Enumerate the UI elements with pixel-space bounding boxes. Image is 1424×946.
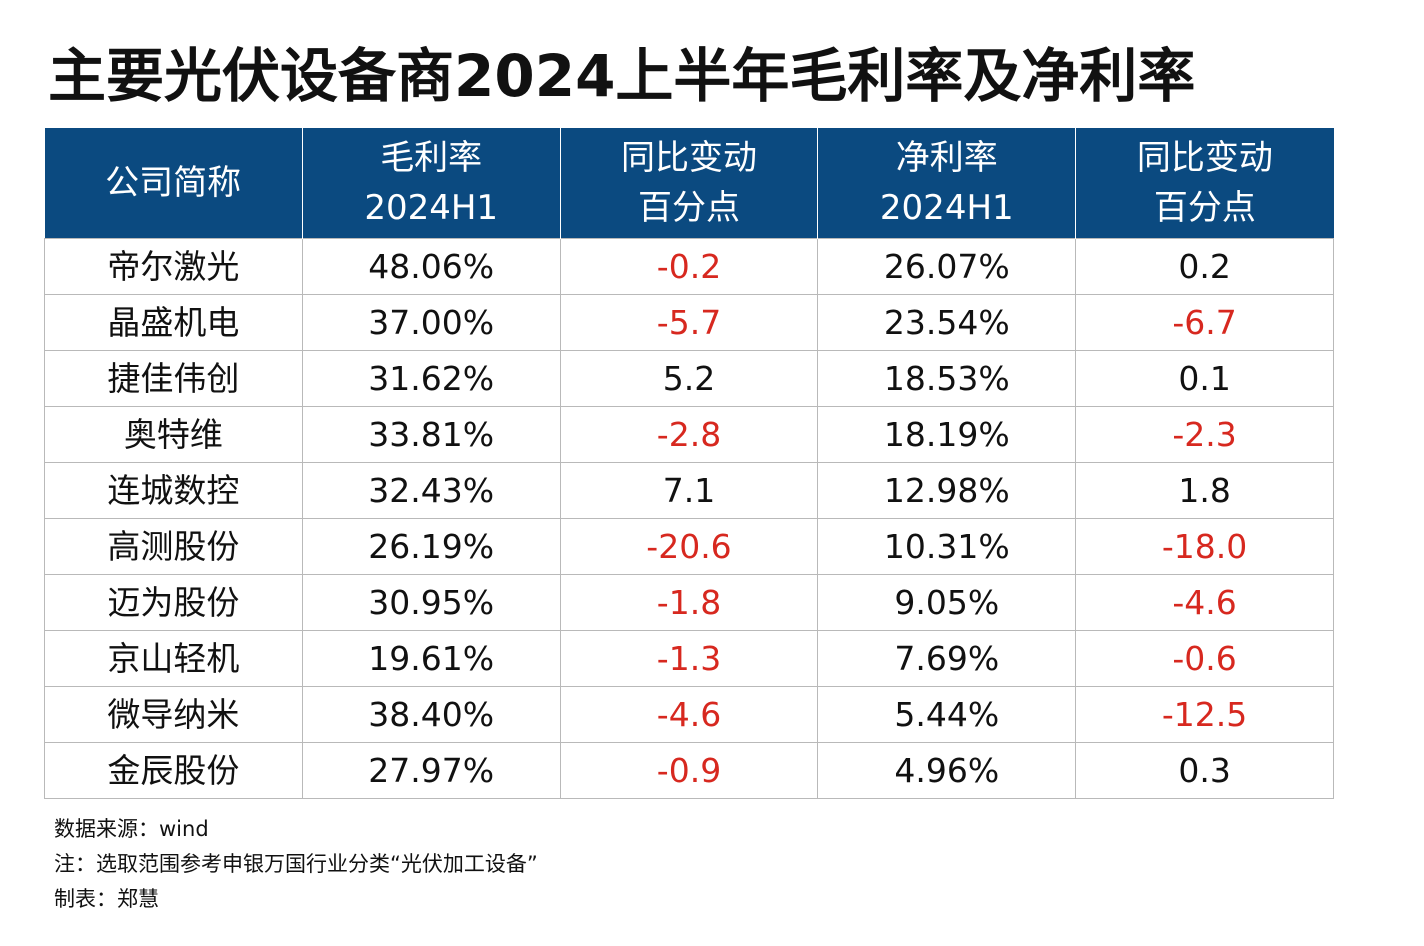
cell-company: 帝尔激光 <box>44 238 303 295</box>
cell-gross-change: -2.8 <box>559 406 819 463</box>
header-company: 公司简称 <box>44 128 303 239</box>
cell-company: 连城数控 <box>44 462 303 519</box>
table-row: 高测股份 26.19% -20.6 10.31% -18.0 <box>44 518 1334 575</box>
scope-note: 注：选取范围参考申银万国行业分类“光伏加工设备” <box>54 852 538 876</box>
cell-net-change: -6.7 <box>1075 294 1334 351</box>
cell-gross-margin: 27.97% <box>301 742 561 799</box>
cell-net-change: 0.1 <box>1075 350 1334 407</box>
header-row: 公司简称 毛利率 2024H1 同比变动 百分点 净利率 2024H1 同比变动… <box>44 128 1334 239</box>
cell-net-margin: 18.53% <box>817 350 1077 407</box>
cell-gross-change: 5.2 <box>559 350 819 407</box>
cell-gross-margin: 30.95% <box>301 574 561 631</box>
cell-gross-margin: 37.00% <box>301 294 561 351</box>
header-net-margin: 净利率 2024H1 <box>817 128 1076 239</box>
author-note: 制表：郑慧 <box>54 887 159 911</box>
cell-company: 迈为股份 <box>44 574 303 631</box>
header-gross-change-line2: 百分点 <box>637 188 740 228</box>
cell-gross-change: -0.2 <box>559 238 819 295</box>
cell-company: 高测股份 <box>44 518 303 575</box>
cell-gross-change: -20.6 <box>559 518 819 575</box>
cell-company: 金辰股份 <box>44 742 303 799</box>
cell-net-margin: 9.05% <box>817 574 1077 631</box>
cell-gross-margin: 32.43% <box>301 462 561 519</box>
cell-gross-change: -1.8 <box>559 574 819 631</box>
cell-net-margin: 4.96% <box>817 742 1077 799</box>
table-row: 捷佳伟创 31.62% 5.2 18.53% 0.1 <box>44 350 1334 407</box>
cell-gross-change: -0.9 <box>559 742 819 799</box>
header-net-change: 同比变动 百分点 <box>1075 128 1334 239</box>
header-net-margin-line2: 2024H1 <box>879 188 1014 228</box>
cell-gross-change: -4.6 <box>559 686 819 743</box>
cell-gross-margin: 33.81% <box>301 406 561 463</box>
cell-gross-margin: 19.61% <box>301 630 561 687</box>
cell-net-margin: 12.98% <box>817 462 1077 519</box>
cell-gross-margin: 26.19% <box>301 518 561 575</box>
cell-company: 京山轻机 <box>44 630 303 687</box>
header-net-margin-line1: 净利率 <box>895 138 998 178</box>
cell-net-change: 0.3 <box>1075 742 1334 799</box>
page-title: 主要光伏设备商2024上半年毛利率及净利率 <box>48 42 1196 110</box>
table-row: 奥特维 33.81% -2.8 18.19% -2.3 <box>44 406 1334 463</box>
header-gross-change: 同比变动 百分点 <box>559 128 818 239</box>
cell-net-change: -2.3 <box>1075 406 1334 463</box>
data-table: 公司简称 毛利率 2024H1 同比变动 百分点 净利率 2024H1 同比变动… <box>44 128 1334 799</box>
cell-gross-change: 7.1 <box>559 462 819 519</box>
source-note: 数据来源：wind <box>54 817 209 841</box>
header-net-change-line2: 百分点 <box>1153 188 1256 228</box>
cell-company: 晶盛机电 <box>44 294 303 351</box>
cell-net-margin: 18.19% <box>817 406 1077 463</box>
cell-gross-change: -5.7 <box>559 294 819 351</box>
cell-company: 奥特维 <box>44 406 303 463</box>
table-row: 迈为股份 30.95% -1.8 9.05% -4.6 <box>44 574 1334 631</box>
footnotes: 数据来源：wind 注：选取范围参考申银万国行业分类“光伏加工设备” 制表：郑慧 <box>54 812 538 917</box>
table-row: 帝尔激光 48.06% -0.2 26.07% 0.2 <box>44 238 1334 295</box>
header-gross-margin-line1: 毛利率 <box>380 138 483 178</box>
cell-gross-margin: 38.40% <box>301 686 561 743</box>
table-row: 晶盛机电 37.00% -5.7 23.54% -6.7 <box>44 294 1334 351</box>
header-net-change-line1: 同比变动 <box>1136 138 1273 178</box>
cell-net-change: -0.6 <box>1075 630 1334 687</box>
cell-net-change: -4.6 <box>1075 574 1334 631</box>
header-gross-change-line1: 同比变动 <box>620 138 757 178</box>
cell-net-change: -18.0 <box>1075 518 1334 575</box>
table-body: 帝尔激光 48.06% -0.2 26.07% 0.2 晶盛机电 37.00% -5.7 23.… <box>44 238 1334 799</box>
header-gross-margin-line2: 2024H1 <box>364 188 499 228</box>
table-row: 金辰股份 27.97% -0.9 4.96% 0.3 <box>44 742 1334 799</box>
cell-net-margin: 7.69% <box>817 630 1077 687</box>
cell-net-change: 0.2 <box>1075 238 1334 295</box>
table-row: 微导纳米 38.40% -4.6 5.44% -12.5 <box>44 686 1334 743</box>
cell-net-margin: 5.44% <box>817 686 1077 743</box>
header-company-line1: 公司简称 <box>105 163 242 203</box>
table-row: 连城数控 32.43% 7.1 12.98% 1.8 <box>44 462 1334 519</box>
cell-net-change: -12.5 <box>1075 686 1334 743</box>
cell-company: 微导纳米 <box>44 686 303 743</box>
cell-net-margin: 26.07% <box>817 238 1077 295</box>
table-row: 京山轻机 19.61% -1.3 7.69% -0.6 <box>44 630 1334 687</box>
header-gross-margin: 毛利率 2024H1 <box>301 128 561 239</box>
cell-net-change: 1.8 <box>1075 462 1334 519</box>
cell-net-margin: 23.54% <box>817 294 1077 351</box>
cell-gross-change: -1.3 <box>559 630 819 687</box>
cell-gross-margin: 48.06% <box>301 238 561 295</box>
cell-net-margin: 10.31% <box>817 518 1077 575</box>
cell-company: 捷佳伟创 <box>44 350 303 407</box>
cell-gross-margin: 31.62% <box>301 350 561 407</box>
